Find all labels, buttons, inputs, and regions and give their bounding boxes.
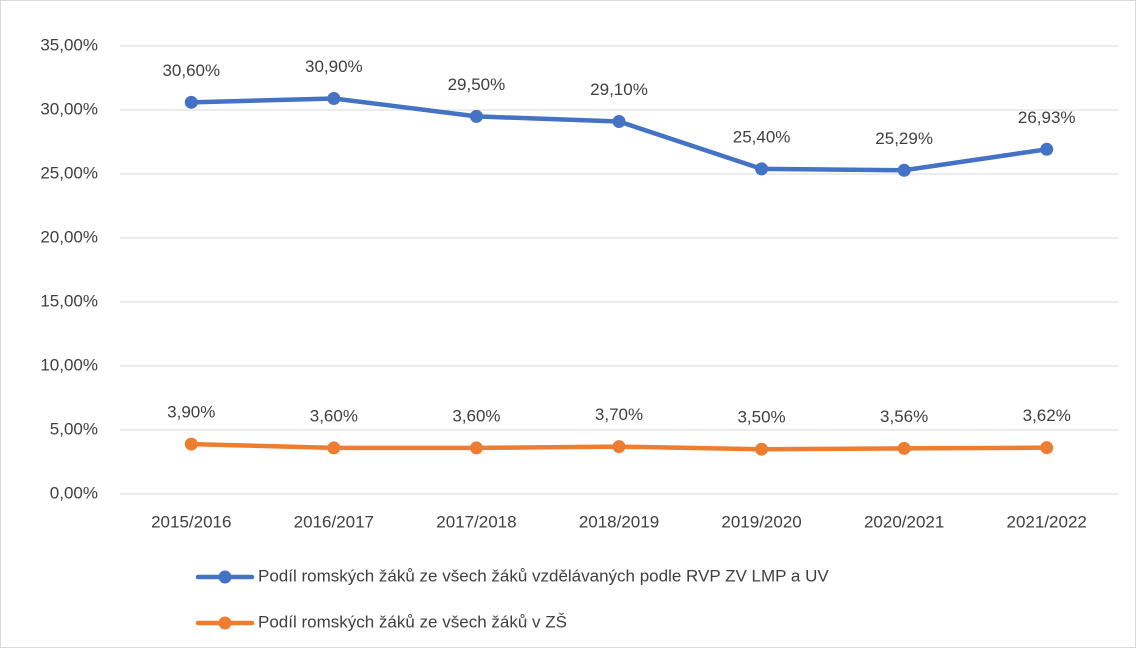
- x-tick-label: 2021/2022: [1007, 512, 1087, 531]
- data-label: 29,50%: [448, 75, 506, 94]
- data-label: 3,70%: [595, 405, 643, 424]
- data-point: [327, 441, 341, 455]
- y-tick-label: 35,00%: [40, 35, 98, 54]
- x-tick-label: 2016/2017: [294, 512, 374, 531]
- data-point: [612, 440, 626, 454]
- data-label: 3,62%: [1023, 406, 1071, 425]
- y-tick-label: 10,00%: [40, 355, 98, 374]
- data-label: 3,56%: [880, 407, 928, 426]
- legend-label: Podíl romských žáků ze všech žáků v ZŠ: [258, 612, 567, 631]
- data-point: [327, 91, 341, 105]
- x-tick-label: 2018/2019: [579, 512, 659, 531]
- data-point: [469, 441, 483, 455]
- y-tick-label: 15,00%: [40, 291, 98, 310]
- data-point: [1040, 142, 1054, 156]
- legend-label: Podíl romských žáků ze všech žáků vzdělá…: [258, 566, 829, 585]
- x-tick-label: 2019/2020: [721, 512, 801, 531]
- data-label: 29,10%: [590, 80, 648, 99]
- y-tick-label: 25,00%: [40, 163, 98, 182]
- data-label: 3,60%: [310, 406, 358, 425]
- y-tick-label: 0,00%: [50, 483, 98, 502]
- data-label: 26,93%: [1018, 108, 1076, 127]
- data-point: [1040, 441, 1054, 455]
- x-tick-label: 2015/2016: [151, 512, 231, 531]
- data-point: [897, 441, 911, 455]
- data-point: [897, 163, 911, 177]
- data-label: 30,60%: [162, 61, 220, 80]
- data-point: [184, 437, 198, 451]
- data-label: 25,40%: [733, 127, 791, 146]
- x-tick-label: 2017/2018: [436, 512, 516, 531]
- data-label: 3,60%: [452, 406, 500, 425]
- data-point: [184, 95, 198, 109]
- data-label: 3,90%: [167, 403, 215, 422]
- x-tick-label: 2020/2021: [864, 512, 944, 531]
- data-label: 3,50%: [737, 408, 785, 427]
- y-tick-label: 30,00%: [40, 99, 98, 118]
- data-label: 30,90%: [305, 57, 363, 76]
- data-point: [755, 442, 769, 456]
- data-point: [469, 109, 483, 123]
- data-point: [612, 115, 626, 129]
- data-point: [755, 162, 769, 176]
- y-tick-label: 20,00%: [40, 227, 98, 246]
- legend-marker: [218, 570, 232, 584]
- legend-marker: [218, 616, 232, 630]
- data-label: 25,29%: [875, 129, 933, 148]
- y-tick-label: 5,00%: [50, 419, 98, 438]
